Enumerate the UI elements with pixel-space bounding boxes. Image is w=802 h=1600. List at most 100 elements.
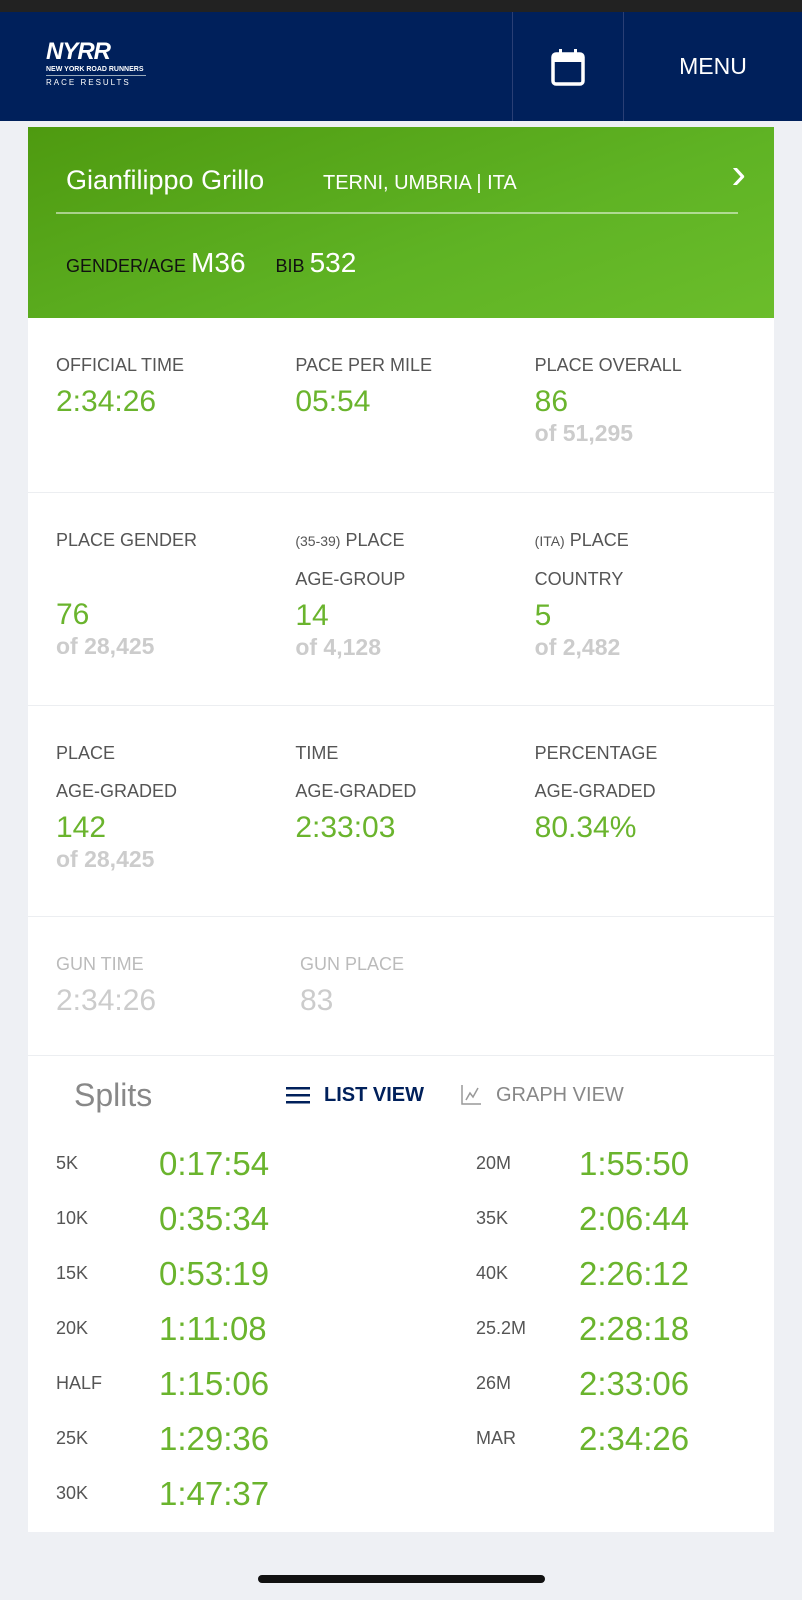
stat-label: GUN TIME [56,954,144,974]
stat-label: PLACE GENDER [56,530,198,550]
stat-percentage-age-graded: PERCENTAGE AGE-GRADED 80.34% [535,734,774,916]
stat-label: PERCENTAGE [534,743,658,763]
split-row: 5K 0:17:54 [56,1136,269,1191]
result-card: Gianfilippo Grillo TERNI, UMBRIA | ITA ›… [28,127,774,1532]
splits-title: Splits [74,1076,153,1113]
stat-value: 76 [56,598,90,631]
stat-label: PLACE [569,530,629,550]
stat-total: of 51,295 [534,420,634,446]
split-row: 20K 1:11:08 [56,1301,269,1356]
runner-banner[interactable]: Gianfilippo Grillo TERNI, UMBRIA | ITA ›… [28,127,774,318]
split-row: 20M 1:55:50 [476,1136,689,1191]
split-row: 30K 1:47:37 [56,1466,269,1521]
stat-value: 14 [295,599,329,632]
stat-label: PLACE [56,743,116,763]
stat-total: of 2,482 [534,634,621,660]
stat-value: 2:34:26 [56,984,157,1017]
stat-label: AGE-GRADED [56,781,178,801]
stat-total: of 4,128 [295,634,381,660]
divider [56,212,738,214]
split-label: 25.2M [476,1318,527,1338]
split-time: 1:55:50 [579,1144,690,1182]
split-row: 25K 1:29:36 [56,1411,269,1466]
stat-official-time: OFFICIAL TIME 2:34:26 [56,346,295,492]
stat-pace: PACE PER MILE 05:54 [295,346,534,492]
split-label: 30K [56,1483,89,1503]
stat-place-country: (ITA) PLACE COUNTRY 5 of 2,482 [535,521,774,705]
stat-value: 86 [534,385,569,418]
stat-label: PLACE OVERALL [534,355,682,375]
graph-icon [461,1085,481,1105]
split-row: 35K 2:06:44 [476,1191,689,1246]
stat-time-age-graded: TIME AGE-GRADED 2:33:03 [295,734,534,916]
split-time: 0:53:19 [159,1254,270,1292]
split-row: 15K 0:53:19 [56,1246,269,1301]
runner-details: GENDER/AGE M36 BIB 532 [66,247,356,279]
splits-column-right: 20M 1:55:50 35K 2:06:44 40K 2:26:12 25.2M 2:28:… [476,1136,689,1466]
calendar-icon [551,48,585,86]
split-label: 5K [56,1153,79,1173]
calendar-button[interactable] [512,12,624,121]
split-time: 2:06:44 [579,1199,690,1237]
split-label: MAR [476,1428,516,1448]
stat-value: 5 [534,599,552,632]
stat-prefix: (35-39) [295,533,341,549]
split-time: 2:28:18 [579,1309,690,1347]
gender-age-value: M36 [191,247,246,278]
splits-column-left: 5K 0:17:54 10K 0:35:34 15K 0:53:19 20K 1:11:08 H… [56,1136,269,1521]
split-time: 2:33:06 [579,1364,690,1402]
stat-label: AGE-GRADED [295,781,417,801]
stat-place-age-graded: PLACE AGE-GRADED 142 of 28,425 [56,734,295,916]
nyrr-logo[interactable]: NYRR NEW YORK ROAD RUNNERS RACE RESULTS [46,38,146,87]
stat-total: of 28,425 [56,633,155,659]
stat-label: PLACE [345,530,405,550]
bib-value: 532 [309,247,357,278]
split-label: 40K [476,1263,509,1283]
stat-label: COUNTRY [534,569,624,589]
home-indicator [258,1575,545,1583]
split-time: 1:15:06 [159,1364,270,1402]
split-label: 15K [56,1263,89,1283]
stat-value: 83 [300,984,334,1017]
stat-value: 142 [56,811,107,844]
split-label: 20M [476,1153,512,1173]
app-header: NYRR NEW YORK ROAD RUNNERS RACE RESULTS … [0,12,802,121]
split-label: 25K [56,1428,89,1448]
split-label: 35K [476,1208,509,1228]
stat-value: 2:33:03 [295,811,396,844]
logo-race-results: RACE RESULTS [46,78,131,87]
gender-age-label: GENDER/AGE [66,256,187,276]
graph-view-tab[interactable]: GRAPH VIEW [496,1083,624,1106]
runner-location: TERNI, UMBRIA | ITA [323,172,517,194]
stat-place-age-group: (35-39) PLACE AGE-GROUP 14 of 4,128 [295,521,534,705]
stat-total: of 28,425 [56,846,155,872]
split-label: 20K [56,1318,89,1338]
stat-place-gender: PLACE GENDER 76 of 28,425 [56,521,295,705]
stat-value: 05:54 [295,385,371,418]
split-time: 2:26:12 [579,1254,690,1292]
stat-value: 80.34% [534,811,637,844]
stat-gun-time: GUN TIME 2:34:26 [56,945,300,1055]
split-label: 10K [56,1208,89,1228]
split-row: 25.2M 2:28:18 [476,1301,689,1356]
list-icon [286,1087,310,1104]
stat-label: AGE-GRADED [534,781,656,801]
stat-gun-place: GUN PLACE 83 [300,945,544,1055]
stat-label: OFFICIAL TIME [56,355,185,375]
stat-label: GUN PLACE [300,954,405,974]
menu-button[interactable]: MENU [679,53,747,79]
split-time: 1:29:36 [159,1419,270,1457]
list-view-tab[interactable]: LIST VIEW [324,1083,424,1106]
stat-place-overall: PLACE OVERALL 86 of 51,295 [535,346,774,492]
stat-label: AGE-GROUP [295,569,406,589]
stat-label: TIME [295,743,339,763]
split-row: 40K 2:26:12 [476,1246,689,1301]
split-time: 0:17:54 [159,1144,270,1182]
status-bar [0,0,802,12]
split-label: 26M [476,1373,512,1393]
stats-row-1: OFFICIAL TIME 2:34:26 PACE PER MILE 05:54 … [28,318,774,493]
stats-row-2: PLACE GENDER 76 of 28,425 (35-39) PLACE AG… [28,493,774,706]
split-label: HALF [56,1373,103,1393]
chevron-right-icon[interactable]: › [731,149,746,198]
stat-prefix: (ITA) [534,533,565,549]
